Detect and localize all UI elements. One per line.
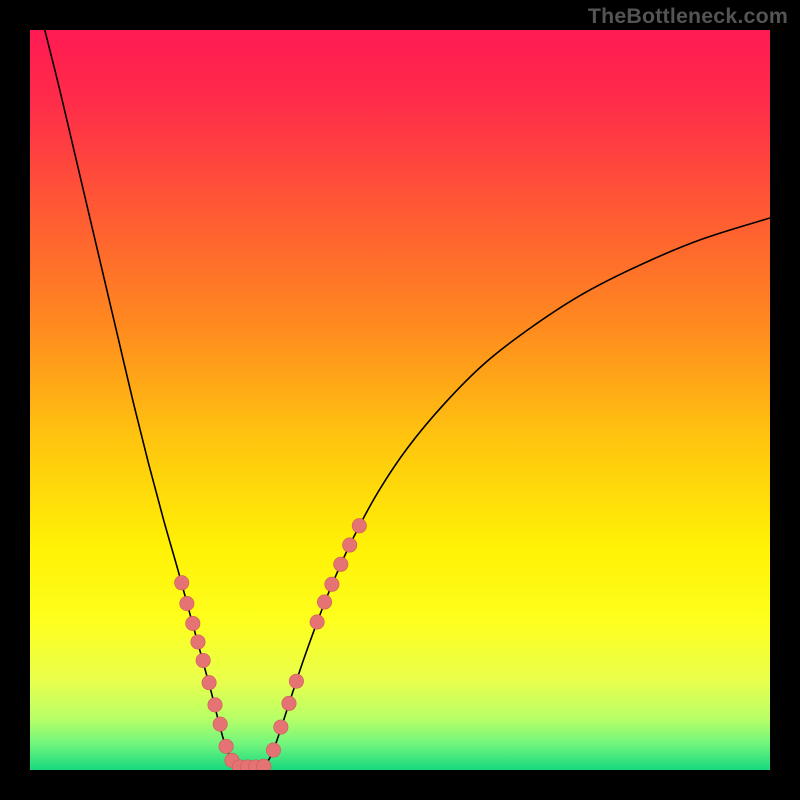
data-marker	[196, 653, 210, 667]
data-marker	[334, 557, 348, 571]
data-marker	[352, 519, 366, 533]
data-marker	[180, 596, 194, 610]
data-marker	[317, 595, 331, 609]
data-marker	[219, 739, 233, 753]
data-marker	[274, 720, 288, 734]
data-marker	[213, 717, 227, 731]
data-marker	[202, 675, 216, 689]
data-marker	[191, 635, 205, 649]
data-marker	[266, 743, 280, 757]
data-marker	[175, 576, 189, 590]
plot-background	[30, 30, 770, 770]
chart-stage: TheBottleneck.com	[0, 0, 800, 800]
data-marker	[186, 616, 200, 630]
data-marker	[342, 538, 356, 552]
chart-svg	[0, 0, 800, 800]
data-marker	[310, 615, 324, 629]
data-marker	[282, 696, 296, 710]
data-marker	[325, 577, 339, 591]
data-marker	[289, 674, 303, 688]
watermark-text: TheBottleneck.com	[588, 4, 788, 29]
data-marker	[208, 698, 222, 712]
